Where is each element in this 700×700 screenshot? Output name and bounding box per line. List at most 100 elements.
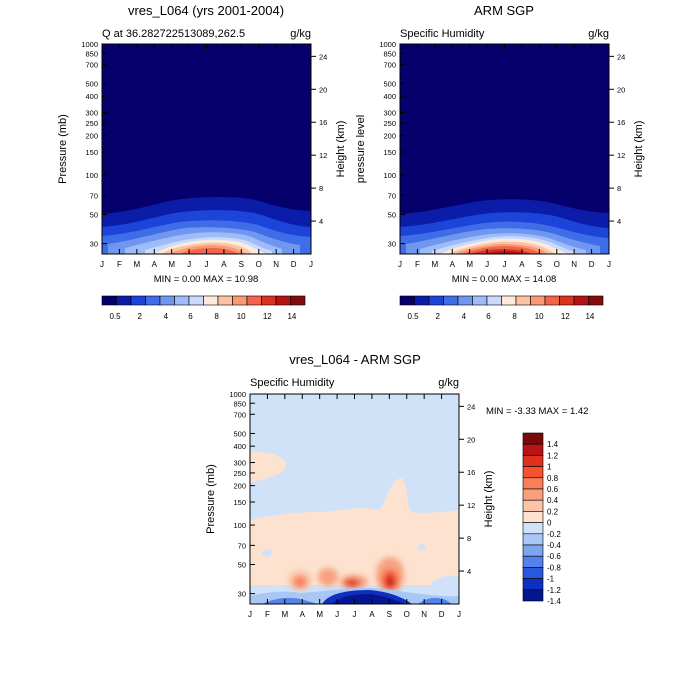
panel-obs-minmax: MIN = 0.00 MAX = 14.08: [452, 274, 557, 285]
pressure-tick-label: 250: [383, 119, 396, 128]
month-tick-label: J: [248, 610, 252, 619]
month-tick-label: J: [335, 610, 339, 619]
month-tick-label: J: [100, 260, 104, 269]
month-tick-label: J: [607, 260, 611, 269]
diff-blue-patch-2: [418, 544, 426, 550]
pressure-tick-label: 200: [85, 132, 98, 141]
colorbar-label: 0.5: [407, 312, 419, 321]
month-tick-label: J: [485, 260, 489, 269]
panel-diff-field: [250, 394, 459, 604]
colorbar-swatch: [188, 295, 204, 306]
month-tick-label: N: [273, 260, 279, 269]
panel-model-subtitle-right: g/kg: [290, 28, 311, 40]
pressure-tick-label: 400: [85, 92, 98, 101]
colorbar-swatch: [522, 522, 544, 535]
month-tick-label: M: [316, 610, 323, 619]
colorbar-swatch: [414, 295, 430, 306]
colorbar-swatch: [588, 295, 604, 306]
colorbar-swatch: [174, 295, 190, 306]
pressure-tick-label: 500: [233, 429, 246, 438]
panel-model-colorbar: 0.5 2 4 6 8 10 12 14: [101, 295, 306, 321]
diff-neg-band-5: [418, 597, 452, 604]
pressure-tick-label: 500: [85, 79, 98, 88]
colorbar-label: 1: [547, 463, 552, 472]
month-tick-label: M: [431, 260, 438, 269]
colorbar-swatch: [246, 295, 262, 306]
month-tick-label: O: [256, 260, 262, 269]
pressure-tick-label: 700: [383, 60, 396, 69]
colorbar-swatch: [530, 295, 546, 306]
colorbar-label: 14: [585, 312, 594, 321]
month-tick-label: S: [387, 610, 392, 619]
month-tick-label: O: [554, 260, 560, 269]
panel-obs-ylabel: pressure level: [355, 115, 367, 183]
colorbar-label: 1.2: [547, 451, 559, 460]
pressure-tick-label: 1000: [379, 40, 396, 49]
colorbar-swatch: [443, 295, 459, 306]
panel-diff-ylabel-right: Height (km): [483, 471, 495, 528]
diff-blue-patch-1: [262, 549, 272, 557]
pressure-tick-label: 850: [233, 399, 246, 408]
colorbar-label: 2: [137, 312, 142, 321]
diff-red-cell-e: [344, 579, 360, 587]
colorbar-swatch: [522, 511, 544, 523]
colorbar-label: 8: [214, 312, 219, 321]
pressure-tick-label: 100: [233, 521, 246, 530]
panel-diff-minmax: MIN = -3.33 MAX = 1.42: [486, 406, 588, 417]
colorbar-swatch: [501, 295, 517, 306]
colorbar-label: 14: [287, 312, 296, 321]
colorbar-label: 4: [164, 312, 169, 321]
pressure-tick-label: 200: [233, 482, 246, 491]
height-tick-label: 20: [319, 85, 327, 94]
colorbar-swatch: [145, 295, 161, 306]
colorbar-swatch: [486, 295, 502, 306]
colorbar-swatch: [522, 533, 544, 546]
colorbar-swatch: [522, 477, 544, 490]
colorbar-label: 0.6: [547, 485, 559, 494]
colorbar-swatch: [399, 295, 415, 306]
colorbar-label: 0: [547, 519, 552, 528]
panel-obs-ylabel-right: Height (km): [633, 121, 645, 178]
panel-obs-field: [400, 44, 609, 254]
diff-neg-band-4: [332, 594, 404, 604]
colorbar-label: 6: [188, 312, 193, 321]
colorbar-label: 2: [435, 312, 440, 321]
colorbar-label: 1.4: [547, 440, 559, 449]
month-tick-label: A: [221, 260, 227, 269]
pressure-tick-label: 200: [383, 132, 396, 141]
pressure-tick-label: 50: [388, 211, 396, 220]
colorbar-label: 12: [561, 312, 570, 321]
colorbar-swatch: [130, 295, 146, 306]
colorbar-swatch: [559, 295, 575, 306]
panel-diff-subtitle-right: g/kg: [438, 377, 459, 389]
colorbar-swatch: [290, 295, 306, 306]
height-tick-label: 24: [467, 402, 475, 411]
colorbar-swatch: [472, 295, 488, 306]
colorbar-swatch: [522, 488, 544, 501]
panel-diff-colorbar: 1.4 1.2 1 0.8 0.6 0.4 0.2 0 -0.2 -0.4 -0.6 -0.8 -1 -1…: [522, 432, 561, 606]
height-tick-label: 16: [617, 118, 625, 127]
colorbar-swatch: [522, 555, 544, 568]
month-tick-label: N: [571, 260, 577, 269]
colorbar-swatch: [515, 295, 531, 306]
month-tick-label: A: [152, 260, 158, 269]
panel-obs-title: ARM SGP: [474, 3, 534, 18]
colorbar-label: 4: [462, 312, 467, 321]
pressure-tick-label: 700: [233, 410, 246, 419]
month-tick-label: A: [519, 260, 525, 269]
month-tick-label: N: [421, 610, 427, 619]
height-tick-label: 16: [467, 468, 475, 477]
month-tick-label: M: [281, 610, 288, 619]
pressure-tick-label: 850: [383, 49, 396, 58]
month-tick-label: J: [205, 260, 209, 269]
panel-obs-subtitle-right: g/kg: [588, 28, 609, 40]
colorbar-swatch: [522, 544, 544, 557]
diff-mid-positive: [250, 478, 459, 585]
panel-diff: vres_L064 - ARM SGP Specific Humidity g/…: [205, 352, 588, 619]
pressure-tick-label: 300: [383, 109, 396, 118]
month-tick-label: D: [439, 610, 445, 619]
height-tick-label: 12: [467, 501, 475, 510]
